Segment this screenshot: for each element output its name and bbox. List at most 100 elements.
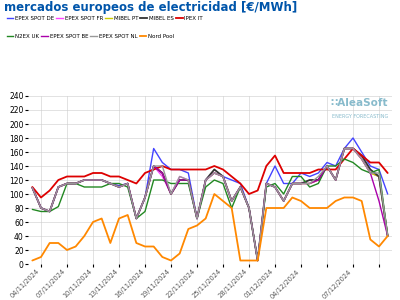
EPEX SPOT FR	[376, 175, 381, 178]
IPEX IT	[385, 171, 390, 175]
Nord Pool	[134, 241, 139, 245]
Nord Pool	[194, 224, 199, 227]
EPEX SPOT BE	[376, 199, 381, 203]
N2EX UK	[151, 178, 156, 182]
EPEX SPOT FR	[333, 178, 338, 182]
EPEX SPOT DE	[229, 178, 234, 182]
EPEX SPOT FR	[255, 259, 260, 262]
EPEX SPOT DE	[30, 186, 35, 190]
EPEX SPOT BE	[298, 182, 303, 185]
N2EX UK	[99, 185, 104, 189]
EPEX SPOT DE	[99, 178, 104, 182]
MIBEL ES	[65, 182, 70, 185]
Nord Pool	[160, 255, 165, 259]
EPEX SPOT NL	[255, 259, 260, 262]
N2EX UK	[290, 175, 295, 178]
MIBEL PT	[229, 199, 234, 203]
MIBEL ES	[151, 164, 156, 168]
Nord Pool	[273, 206, 278, 210]
MIBEL PT	[38, 206, 44, 210]
IPEX IT	[238, 182, 243, 185]
EPEX SPOT BE	[255, 259, 260, 262]
N2EX UK	[350, 161, 355, 164]
EPEX SPOT DE	[324, 161, 329, 164]
N2EX UK	[264, 185, 269, 189]
IPEX IT	[203, 168, 208, 171]
EPEX SPOT BE	[203, 178, 208, 182]
EPEX SPOT DE	[203, 178, 208, 182]
EPEX SPOT BE	[333, 178, 338, 182]
EPEX SPOT FR	[142, 196, 147, 199]
MIBEL PT	[385, 234, 390, 238]
EPEX SPOT BE	[169, 192, 174, 196]
IPEX IT	[342, 157, 347, 161]
MIBEL ES	[30, 186, 35, 190]
IPEX IT	[333, 168, 338, 171]
EPEX SPOT DE	[255, 259, 260, 262]
N2EX UK	[221, 182, 226, 185]
EPEX SPOT BE	[342, 147, 347, 150]
EPEX SPOT FR	[238, 185, 243, 189]
IPEX IT	[229, 175, 234, 178]
IPEX IT	[99, 171, 104, 175]
EPEX SPOT NL	[134, 217, 139, 220]
EPEX SPOT BE	[82, 178, 87, 182]
MIBEL ES	[82, 178, 87, 182]
EPEX SPOT FR	[90, 178, 96, 182]
EPEX SPOT DE	[160, 161, 165, 164]
IPEX IT	[177, 168, 182, 171]
Nord Pool	[90, 220, 96, 224]
EPEX SPOT BE	[273, 185, 278, 189]
EPEX SPOT NL	[73, 182, 78, 185]
IPEX IT	[56, 178, 61, 182]
EPEX SPOT NL	[212, 171, 217, 175]
MIBEL ES	[221, 175, 226, 178]
IPEX IT	[350, 147, 355, 150]
IPEX IT	[194, 168, 199, 171]
MIBEL ES	[203, 178, 208, 182]
EPEX SPOT DE	[307, 175, 312, 178]
N2EX UK	[194, 217, 199, 220]
Legend: EPEX SPOT DE, EPEX SPOT FR, MIBEL PT, MIBEL ES, IPEX IT: EPEX SPOT DE, EPEX SPOT FR, MIBEL PT, MI…	[7, 16, 203, 21]
MIBEL ES	[194, 217, 199, 220]
EPEX SPOT NL	[298, 182, 303, 185]
EPEX SPOT DE	[108, 182, 113, 185]
EPEX SPOT FR	[117, 185, 122, 189]
Line: Nord Pool: Nord Pool	[32, 194, 388, 260]
MIBEL PT	[82, 178, 87, 182]
Nord Pool	[73, 245, 78, 248]
EPEX SPOT DE	[82, 178, 87, 182]
MIBEL ES	[273, 185, 278, 189]
EPEX SPOT FR	[73, 182, 78, 185]
N2EX UK	[38, 210, 44, 213]
MIBEL ES	[90, 178, 96, 182]
EPEX SPOT NL	[229, 199, 234, 203]
IPEX IT	[125, 178, 130, 182]
EPEX SPOT NL	[47, 210, 52, 213]
EPEX SPOT NL	[30, 186, 35, 190]
EPEX SPOT BE	[221, 175, 226, 178]
EPEX SPOT FR	[212, 171, 217, 175]
EPEX SPOT FR	[324, 164, 329, 168]
IPEX IT	[359, 154, 364, 157]
EPEX SPOT FR	[229, 199, 234, 203]
MIBEL PT	[264, 182, 269, 185]
EPEX SPOT NL	[151, 164, 156, 168]
Text: ∷AleaSoft: ∷AleaSoft	[331, 98, 388, 108]
EPEX SPOT DE	[194, 217, 199, 220]
IPEX IT	[151, 168, 156, 171]
EPEX SPOT BE	[290, 182, 295, 185]
MIBEL PT	[307, 182, 312, 185]
IPEX IT	[160, 164, 165, 168]
N2EX UK	[160, 178, 165, 182]
MIBEL ES	[255, 259, 260, 262]
Nord Pool	[385, 234, 390, 238]
Line: MIBEL ES: MIBEL ES	[32, 148, 388, 260]
EPEX SPOT DE	[350, 136, 355, 140]
Nord Pool	[221, 199, 226, 203]
EPEX SPOT FR	[298, 182, 303, 185]
EPEX SPOT BE	[99, 178, 104, 182]
N2EX UK	[333, 164, 338, 168]
MIBEL PT	[203, 178, 208, 182]
EPEX SPOT FR	[108, 182, 113, 185]
